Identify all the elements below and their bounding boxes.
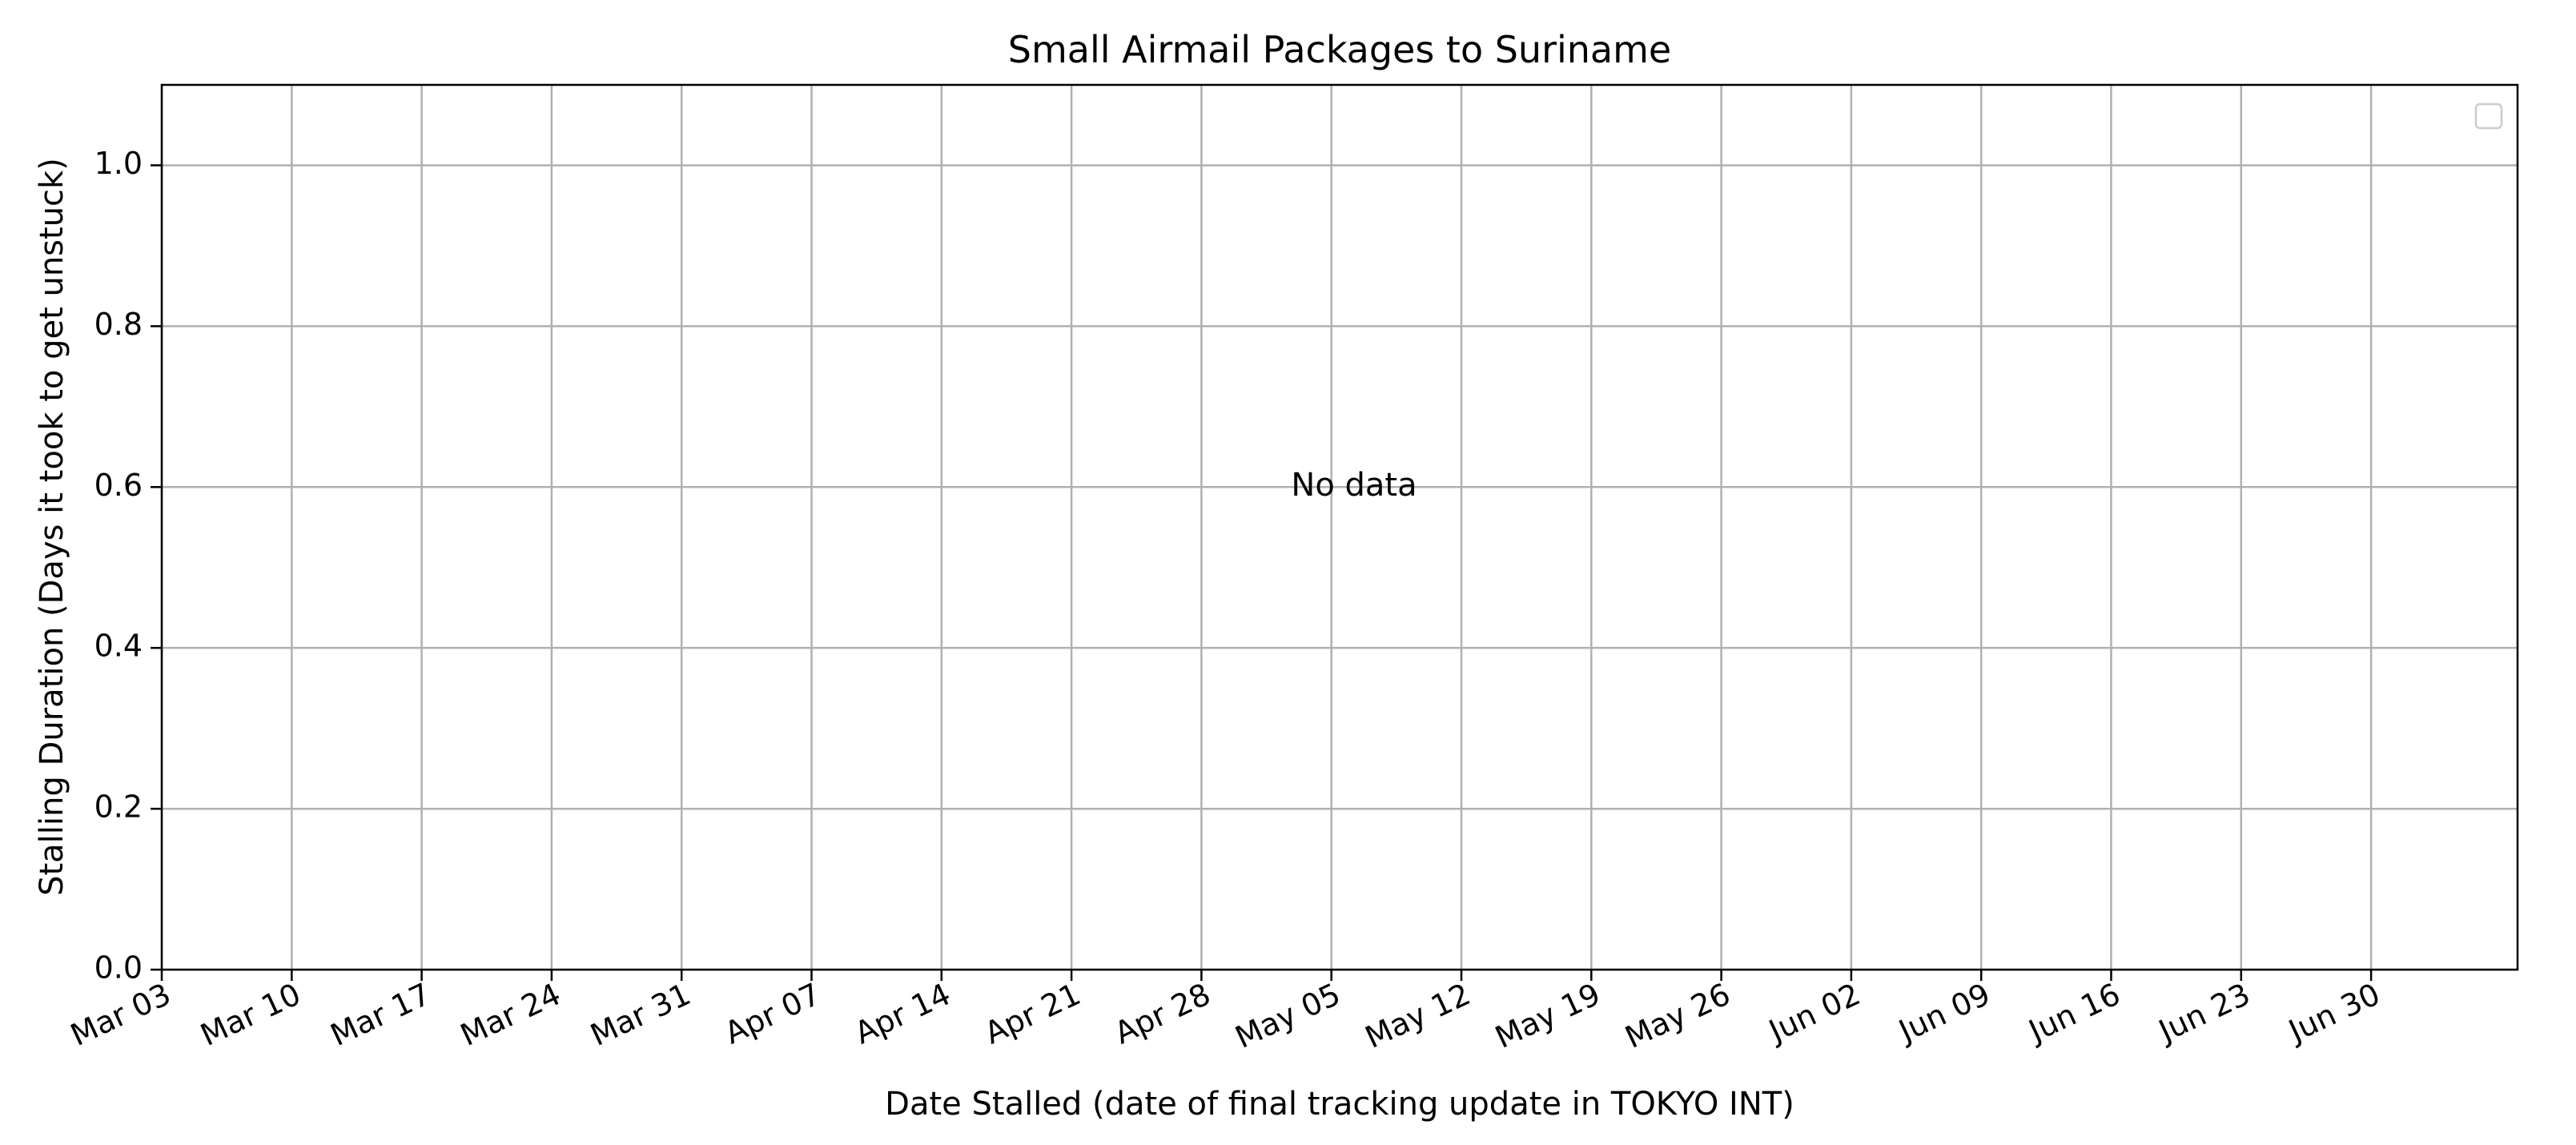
y-tick-label: 0.0 <box>94 950 143 986</box>
x-tick-label: May 19 <box>1490 976 1606 1055</box>
x-tick-label: Apr 28 <box>1109 976 1216 1051</box>
x-axis-label: Date Stalled (date of final tracking upd… <box>885 1086 1794 1123</box>
legend-box <box>2474 102 2503 130</box>
x-tick-label: May 26 <box>1620 976 1736 1055</box>
x-tick-label: Mar 03 <box>65 976 175 1053</box>
x-tick-label: Apr 07 <box>719 976 826 1051</box>
y-axis-label: Stalling Duration (Days it took to get u… <box>34 158 70 896</box>
x-tick-label: Jun 02 <box>1762 976 1866 1049</box>
y-tick-label: 0.4 <box>94 629 143 664</box>
grid-layer <box>160 85 2518 971</box>
x-tick-label: Apr 14 <box>850 976 956 1051</box>
x-tick-label: May 12 <box>1360 976 1476 1055</box>
x-tick-label: Mar 31 <box>585 976 696 1053</box>
y-tick-label: 0.8 <box>94 307 143 342</box>
no-data-annotation: No data <box>1291 467 1417 504</box>
y-tick-label: 0.2 <box>94 789 143 825</box>
y-tick-label: 0.6 <box>94 468 143 503</box>
x-tick-label: Mar 17 <box>325 976 436 1053</box>
x-tick-label: Jun 30 <box>2282 976 2385 1049</box>
x-tick-label: Jun 23 <box>2152 976 2256 1049</box>
chart-title: Small Airmail Packages to Suriname <box>1008 28 1671 71</box>
x-tick-label: Mar 10 <box>195 976 306 1053</box>
plot-area-frame <box>160 83 2519 971</box>
x-tick-label: May 05 <box>1230 976 1346 1055</box>
x-tick-label: Apr 21 <box>979 976 1086 1051</box>
x-tick-label: Mar 24 <box>455 976 565 1053</box>
x-tick-label: Jun 16 <box>2022 976 2125 1049</box>
y-tick-label: 1.0 <box>94 146 143 181</box>
tick-layer: Mar 03 Mar 10 Mar 17 Mar 24 Mar 31 Apr 07 Apr … <box>65 146 2385 1055</box>
x-tick-label: Jun 09 <box>1892 976 1995 1049</box>
